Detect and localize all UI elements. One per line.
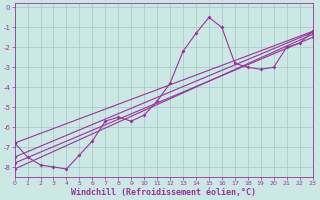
X-axis label: Windchill (Refroidissement éolien,°C): Windchill (Refroidissement éolien,°C) xyxy=(71,188,256,197)
